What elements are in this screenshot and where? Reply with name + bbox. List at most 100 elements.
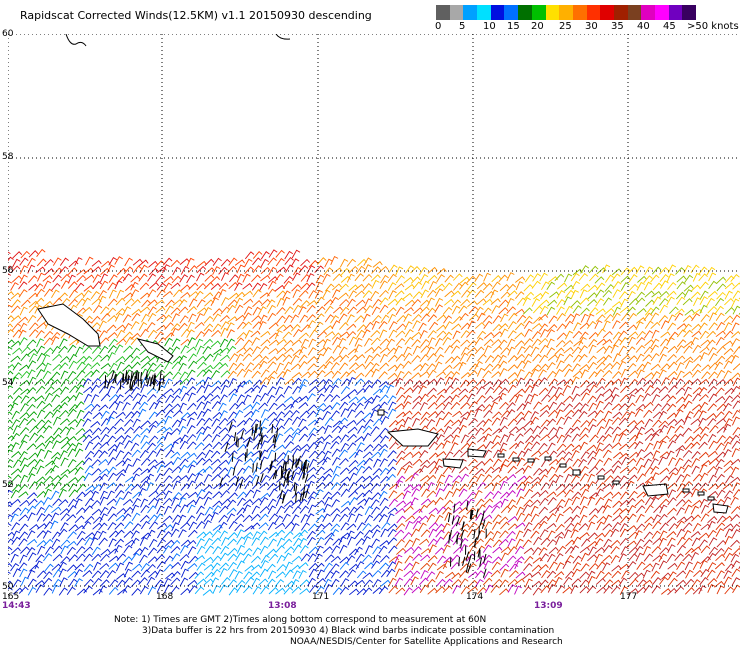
wind-barb — [562, 560, 572, 570]
wind-barb — [396, 500, 407, 507]
wind-barb — [514, 411, 525, 420]
wind-barb — [676, 362, 685, 371]
wind-barb — [507, 538, 516, 548]
wind-barb — [260, 554, 270, 564]
wind-barb — [44, 392, 53, 402]
wind-barb — [275, 529, 286, 538]
wind-barb — [203, 496, 212, 506]
wind-barb — [580, 552, 589, 562]
wind-barb — [290, 324, 301, 332]
wind-barb — [203, 364, 214, 372]
wind-barb — [314, 553, 323, 563]
wind-barb — [43, 553, 53, 562]
wind-barb — [299, 588, 310, 595]
wind-barb — [570, 426, 581, 434]
wind-barb — [140, 420, 151, 428]
wind-barb — [330, 491, 341, 499]
wind-barb — [610, 361, 621, 370]
wind-barb — [531, 434, 541, 443]
wind-barb — [357, 498, 368, 505]
wind-barb — [75, 427, 86, 436]
wind-barb — [99, 337, 110, 345]
wind-barb — [395, 275, 405, 284]
wind-barb — [732, 377, 740, 387]
wind-barb — [58, 292, 68, 300]
wind-barb — [203, 376, 212, 386]
wind-barb — [330, 523, 341, 532]
wind-barb — [554, 576, 563, 586]
wind-map[interactable] — [8, 34, 740, 600]
wind-barb — [106, 307, 117, 316]
wind-barb — [308, 386, 319, 394]
wind-barb — [394, 345, 403, 355]
wind-barb — [187, 337, 196, 346]
wind-barb — [538, 426, 549, 435]
wind-barb — [644, 266, 653, 276]
wind-barb — [100, 362, 111, 370]
wind-barb — [18, 329, 27, 339]
wind-barb — [435, 488, 444, 497]
wind-barb — [274, 330, 283, 340]
wind-barb — [299, 378, 309, 388]
wind-barb — [109, 362, 118, 372]
wind-barb — [452, 273, 463, 281]
wind-barb — [707, 346, 717, 356]
wind-barb — [483, 449, 493, 459]
wind-barb — [59, 418, 70, 426]
wind-barb — [108, 274, 118, 283]
wind-barb — [581, 538, 591, 547]
wind-barb — [532, 378, 543, 387]
wind-barb — [403, 570, 414, 578]
wind-barb — [498, 274, 508, 283]
wind-barb — [474, 408, 483, 418]
wind-barb — [74, 568, 83, 578]
wind-barb — [444, 345, 454, 354]
wind-barb — [379, 362, 390, 370]
wind-barb — [427, 562, 437, 571]
wind-barb — [483, 338, 494, 347]
wind-barb — [19, 306, 28, 316]
wind-barb — [483, 410, 493, 418]
wind-barb — [373, 458, 382, 468]
wind-barb — [668, 377, 678, 386]
wind-barb — [203, 519, 212, 529]
wind-barb — [500, 458, 510, 468]
wind-barb — [531, 450, 542, 457]
wind-barb — [226, 466, 235, 476]
wind-barb — [11, 323, 22, 331]
wind-barb — [170, 528, 180, 538]
wind-barb — [403, 484, 414, 492]
wind-barb — [340, 442, 349, 452]
wind-barb — [530, 346, 540, 356]
wind-barb — [218, 282, 229, 290]
wind-barb — [155, 460, 166, 467]
wind-barb — [268, 280, 277, 290]
wind-barb — [59, 426, 70, 435]
wind-barb — [524, 385, 534, 394]
wind-barb — [123, 345, 133, 353]
wind-barb — [548, 401, 558, 411]
wind-barb — [644, 433, 655, 441]
wind-barb — [147, 505, 157, 514]
wind-barb — [684, 587, 695, 595]
wind-barb — [700, 426, 710, 435]
wind-barb — [395, 266, 404, 276]
wind-barb — [179, 274, 189, 283]
wind-barb — [90, 394, 100, 403]
wind-barb — [698, 378, 709, 386]
wind-barb — [90, 315, 101, 324]
wind-barb — [362, 432, 372, 442]
wind-barb — [714, 305, 724, 314]
wind-barb — [651, 290, 662, 298]
wind-barb — [228, 393, 238, 402]
wind-barb — [474, 570, 485, 579]
wind-barb — [515, 522, 526, 529]
wind-barb — [556, 545, 567, 554]
wind-barb — [284, 396, 295, 403]
wind-barb — [291, 472, 300, 482]
wind-barb — [651, 394, 661, 403]
contaminated-wind-barb — [162, 375, 165, 385]
wind-barb — [227, 316, 238, 323]
wind-barb — [354, 531, 364, 539]
wind-barb — [66, 442, 76, 452]
